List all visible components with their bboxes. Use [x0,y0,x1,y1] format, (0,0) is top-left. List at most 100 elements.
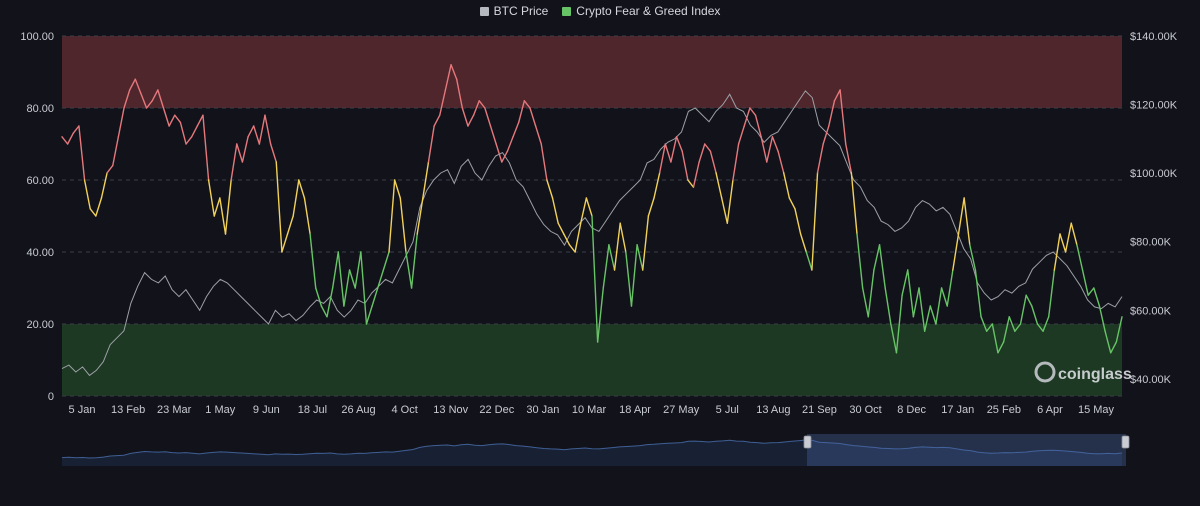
fear-greed-segment [907,269,915,318]
fear-greed-segment [918,287,926,332]
fear-greed-segment [467,114,475,127]
fear-greed-segment [95,197,103,217]
fear-greed-segment [912,287,920,318]
fear-greed-segment [867,269,875,318]
fear-greed-segment [675,136,683,152]
navigator-area [62,440,1122,466]
fear-greed-segment [512,121,520,138]
fear-greed-segment [405,251,413,289]
fear-greed-segment [112,136,120,167]
fear-greed-segment [1070,222,1078,246]
fear-greed-segment [1019,294,1027,325]
fear-greed-segment [681,150,689,181]
x-tick-label: 5 Jan [69,404,96,416]
y-right-tick-label: $100.00K [1130,168,1178,180]
legend-item-fear-greed[interactable]: Crypto Fear & Greed Index [562,4,720,18]
fear-greed-segment [354,251,362,289]
x-tick-label: 22 Dec [479,404,514,416]
fear-greed-segment [382,251,390,271]
x-tick-label: 8 Dec [897,404,926,416]
x-tick-label: 1 May [205,404,235,416]
x-tick-label: 15 May [1078,404,1115,416]
fear-greed-segment [399,197,407,253]
fear-greed-segment [190,125,199,138]
fear-greed-segment [202,114,210,181]
fear-greed-segment [726,179,734,224]
fear-greed-segment [608,244,616,271]
fear-greed-segment [247,125,255,138]
legend-swatch-btc [479,6,489,16]
coinglass-watermark: coinglass [1034,361,1132,383]
x-tick-label: 18 Jul [298,404,327,416]
fear-greed-segment [794,208,802,235]
greed-zone [62,36,1122,108]
y-right-tick-label: $60.00K [1130,305,1172,317]
fear-greed-segment [219,197,227,235]
navigator [61,434,1130,466]
legend-item-btc-price[interactable]: BTC Price [479,4,548,18]
fear-greed-segment [658,143,666,174]
fear-greed-segment [591,215,599,343]
x-tick-label: 13 Aug [756,404,790,416]
fear-greed-segment [873,244,881,271]
legend-swatch-fear-greed [562,6,572,16]
fear-greed-segment [596,287,604,343]
fear-greed-segment [1087,287,1095,296]
fear-greed-segment [241,136,249,163]
fear-greed-segment [985,323,994,332]
fear-zone [62,324,1122,396]
fear-greed-segment [1104,330,1112,354]
fear-greed-segment [1081,269,1089,296]
fear-greed-segment [991,323,999,354]
fear-greed-segment [1076,244,1084,271]
fear-greed-segment [1110,341,1118,354]
fear-greed-segment [281,233,289,253]
fear-greed-segment [343,269,351,307]
fear-greed-segment [799,233,807,253]
fear-greed-segment [269,143,277,163]
fear-greed-segment [760,136,768,163]
fear-greed-segment [89,208,97,217]
fear-greed-segment [884,287,892,325]
fear-greed-segment [506,136,514,152]
x-tick-label: 23 Mar [157,404,192,416]
fear-greed-segment [952,233,960,271]
x-tick-label: 30 Oct [849,404,881,416]
fear-greed-segment [974,269,982,318]
fear-greed-segment [1048,269,1056,318]
fear-greed-segment [1036,323,1044,332]
fear-greed-segment [754,114,762,138]
fear-greed-segment [66,132,74,145]
fear-greed-segment [1098,305,1106,332]
fear-greed-segment [845,143,853,174]
fear-greed-segment [128,78,136,91]
fear-greed-segment [636,244,644,271]
fear-greed-segment [83,179,91,210]
fear-greed-segment [162,107,170,127]
fear-greed-segment [207,179,215,217]
fear-greed-segment [393,179,401,199]
x-tick-label: 26 Aug [341,404,375,416]
x-tick-label: 10 Mar [572,404,607,416]
navigator-handle-left[interactable] [803,435,812,449]
fear-greed-segment [833,89,841,102]
fear-greed-segment [771,136,779,152]
fear-greed-segment [777,150,785,174]
fear-greed-segment [546,179,554,199]
navigator-handle-right[interactable] [1121,435,1130,449]
x-tick-label: 4 Oct [391,404,417,416]
fear-greed-segment [258,114,266,145]
fear-greed-segment [715,172,723,199]
fear-greed-segment [811,172,819,271]
fear-greed-segment [969,244,977,271]
fear-greed-segment [828,100,836,127]
fear-greed-segment [315,287,323,307]
fear-greed-segment [895,294,903,354]
fear-greed-segment [377,269,385,289]
fear-greed-segment [1008,316,1016,332]
fear-greed-segment [653,172,661,199]
fear-greed-segment [534,125,542,145]
fear-greed-segment [1053,233,1061,271]
fear-greed-segment [957,197,965,235]
